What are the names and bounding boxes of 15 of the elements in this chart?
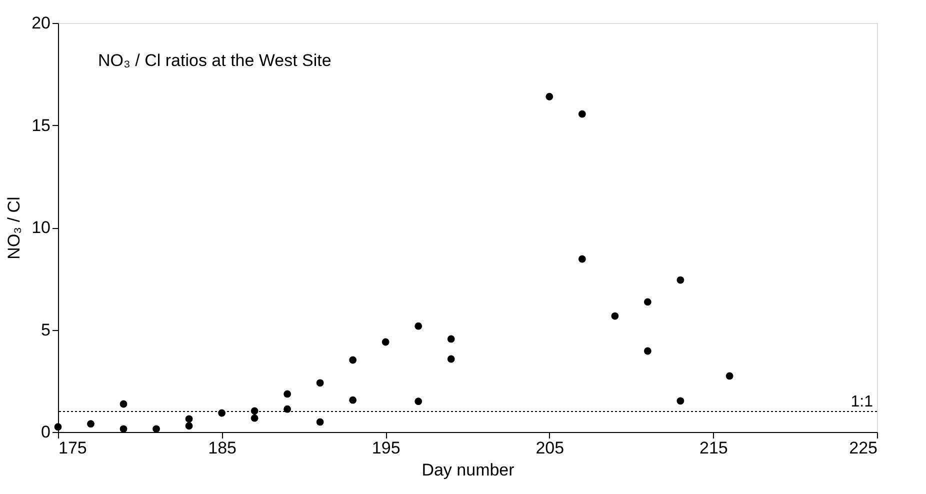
y-axis-title: NO₃ / Cl (4, 196, 24, 260)
x-tick-label: 225 (849, 438, 878, 458)
ref-line-label: 1:1 (850, 394, 874, 411)
y-tick-label: 10 (32, 218, 50, 237)
y-tick-label: 20 (32, 14, 50, 32)
y-tick-label: 5 (41, 320, 50, 340)
x-tick-label: 215 (700, 438, 728, 458)
y-tick-label: 0 (41, 422, 50, 442)
x-tick-label: 195 (372, 438, 400, 458)
text: NO₃ / Cl ratios at the West Site (98, 51, 332, 70)
x-tick-label: 205 (536, 438, 564, 458)
x-axis-title: Day number (422, 460, 515, 480)
y-tick-label: 15 (32, 116, 50, 135)
x-tick-label: 185 (208, 438, 236, 458)
x-tick-label: 175 (58, 438, 87, 458)
